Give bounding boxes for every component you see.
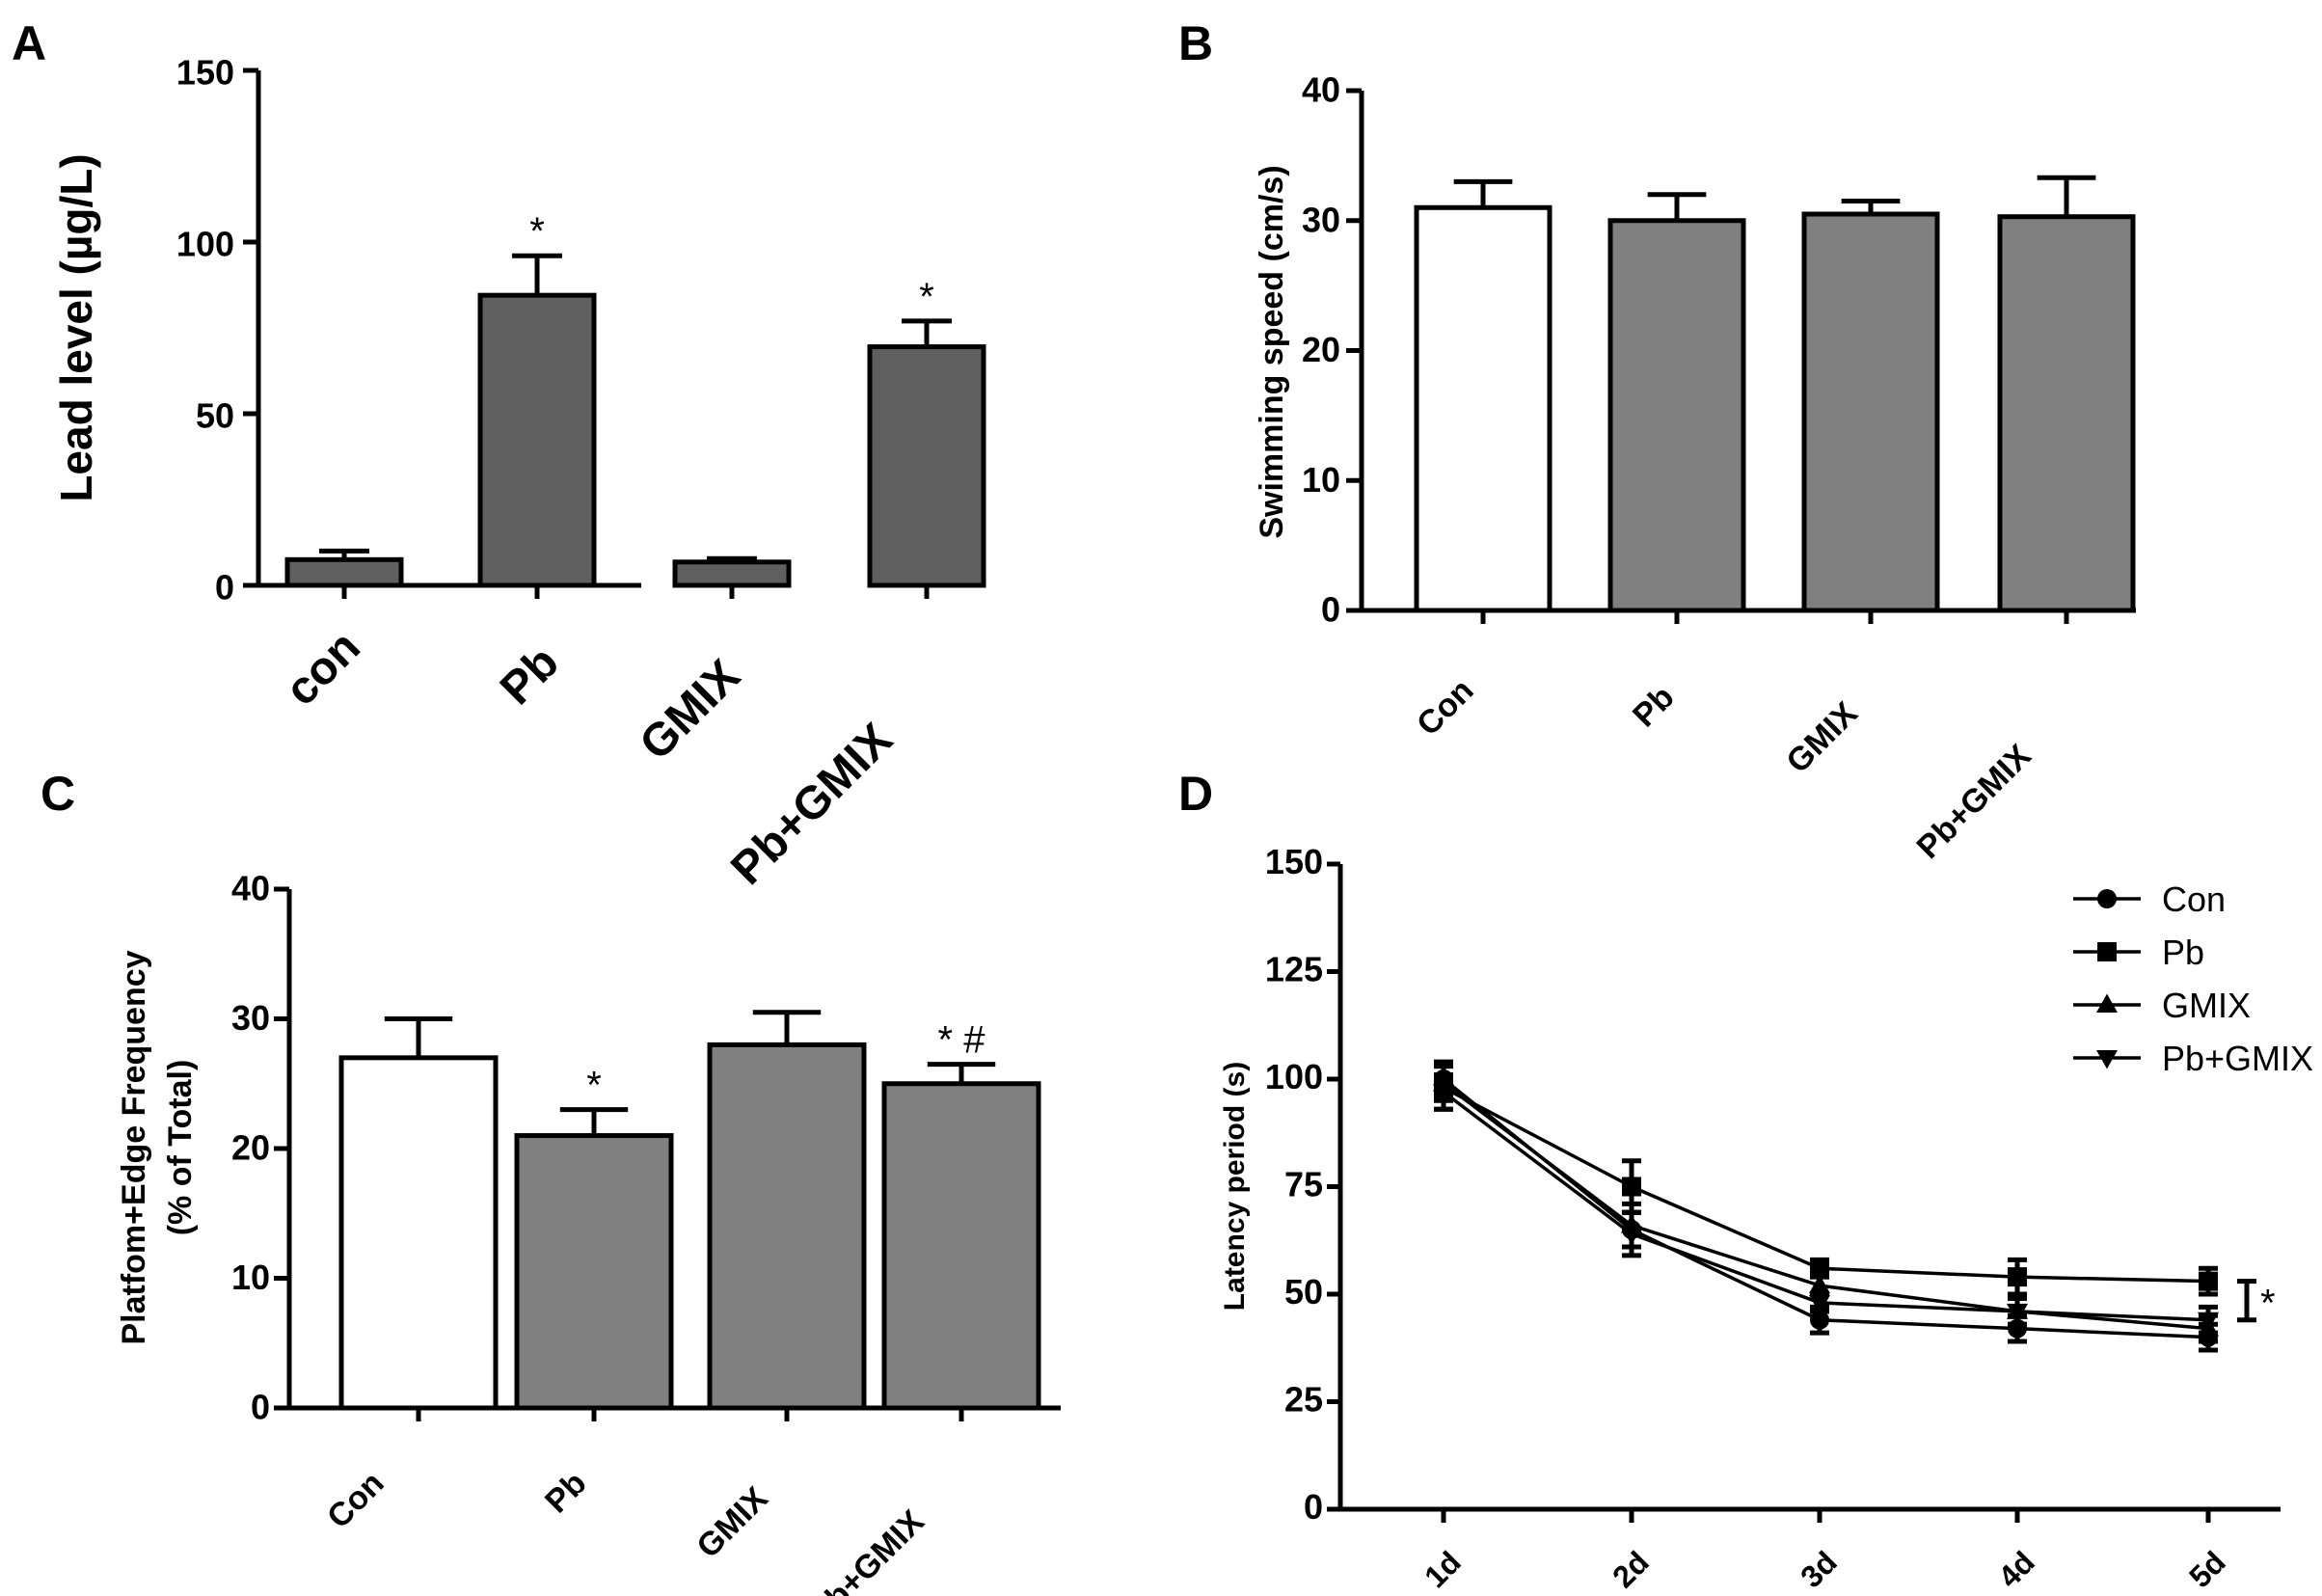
x-tick-label: Pb	[491, 636, 569, 715]
legend-label: Con	[2162, 879, 2226, 919]
data-point-marker	[2198, 1312, 2219, 1332]
legend-item: Pb	[2073, 933, 2204, 972]
x-tick-label: 5d	[2182, 1544, 2232, 1594]
series-con	[1434, 1059, 2218, 1353]
data-point-marker	[1810, 1310, 1829, 1330]
y-tick-label: 25	[1284, 1380, 1323, 1420]
panel-d-latency-period: D 0 25 50 75 100 125 150 Latency period (s) 1d 2d 3…	[1178, 767, 2313, 1594]
legend-marker	[2097, 942, 2117, 961]
y-tick-label: 0	[215, 567, 234, 607]
data-point-marker	[1809, 1274, 1830, 1294]
y-axis-label: Platfom+Edge Frequency	[116, 950, 152, 1344]
x-tick-label: 3d	[1794, 1544, 1844, 1594]
y-tick-label: 100	[176, 224, 234, 263]
legend-marker	[2096, 1050, 2118, 1069]
y-tick-label: 10	[1302, 460, 1340, 500]
y-tick-label: 100	[1265, 1057, 1323, 1096]
data-point-marker	[1621, 1226, 1642, 1246]
y-tick-label: 125	[1265, 950, 1323, 989]
significance-marker: *	[529, 210, 545, 253]
significance-marker: *	[919, 276, 934, 318]
panel-a-lead-level: A 0 50 100 150 Lead level (µg/L) con * Pb GMIX * Pb…	[12, 16, 986, 895]
legend-label: GMIX	[2162, 986, 2251, 1025]
y-tick-label: 10	[231, 1258, 270, 1297]
y-tick-label: 20	[1302, 330, 1340, 369]
x-tick-label: GMIX	[689, 1480, 775, 1566]
bar-con	[284, 556, 404, 588]
bar-pb	[477, 292, 597, 588]
y-tick-label: 50	[1284, 1272, 1323, 1312]
y-tick-label: 0	[1321, 590, 1340, 630]
panel-label: C	[40, 767, 75, 821]
data-point-marker	[2007, 1303, 2028, 1323]
y-tick-label: 0	[1304, 1487, 1323, 1527]
bar-con	[1414, 204, 1552, 613]
data-point-marker	[1810, 1258, 1829, 1279]
bar-gmix	[1801, 211, 1940, 613]
y-tick-label: 40	[231, 869, 270, 908]
y-tick-label: 50	[196, 395, 234, 435]
legend-item: GMIX	[2073, 986, 2251, 1025]
legend-marker	[2096, 993, 2118, 1013]
bar-pb-gmix	[867, 344, 986, 588]
y-tick-label: 150	[1265, 842, 1323, 881]
bar-con	[338, 1055, 499, 1411]
series-gmix	[1433, 1064, 2219, 1344]
x-tick-label: GMIX	[1779, 695, 1865, 781]
y-axis-label: Lead level (µg/L)	[51, 153, 101, 501]
panel-c-platform-edge-frequency: C 0 10 20 30 40 Platfom+Edge Frequency (% of To…	[40, 767, 1061, 1596]
x-tick-label: Pb+GMIX	[1910, 738, 2038, 866]
panel-label: B	[1178, 16, 1213, 70]
x-tick-label: GMIX	[631, 650, 750, 770]
x-tick-label: Con	[320, 1465, 392, 1536]
series-pb-gmix	[1433, 1072, 2219, 1336]
y-tick-label: 30	[231, 998, 270, 1038]
bar-pb	[514, 1133, 674, 1411]
y-axis-label: Swimming speed (cm/s)	[1254, 165, 1290, 538]
significance-marker: *	[586, 1065, 602, 1107]
y-tick-label: 75	[1284, 1165, 1323, 1204]
data-point-marker	[2199, 1271, 2218, 1291]
y-tick-label: 30	[1302, 200, 1340, 239]
y-tick-label: 20	[231, 1128, 270, 1168]
x-tick-label: 4d	[1991, 1544, 2041, 1594]
y-tick-label: 150	[176, 52, 234, 92]
x-tick-label: 2d	[1606, 1544, 1656, 1594]
legend-item: Con	[2073, 879, 2226, 919]
data-point-marker	[1809, 1294, 1830, 1314]
y-tick-label: 40	[1302, 70, 1340, 110]
y-axis-label: Latency period (s)	[1219, 1062, 1251, 1311]
legend-label: Pb	[2162, 933, 2204, 972]
data-point-marker	[1433, 1084, 1454, 1103]
x-tick-label: Pb	[538, 1465, 594, 1521]
bar-pb	[1607, 218, 1746, 613]
legend-marker	[2097, 889, 2117, 908]
bar-pb-gmix	[881, 1081, 1041, 1411]
x-tick-label: 1d	[1418, 1544, 1468, 1594]
x-tick-label: Pb	[1626, 679, 1682, 735]
data-point-marker	[2008, 1267, 2027, 1287]
x-tick-label: Pb+GMIX	[803, 1503, 932, 1596]
legend-item: Pb+GMIX	[2073, 1039, 2313, 1078]
panel-label: D	[1178, 767, 1213, 821]
significance-marker: * #	[938, 1019, 986, 1062]
bar-pb-gmix	[1997, 214, 2136, 613]
data-point-marker	[1622, 1177, 1641, 1197]
panel-label: A	[12, 16, 46, 70]
x-tick-label: Con	[1410, 672, 1481, 744]
bar-gmix	[707, 1041, 867, 1411]
x-tick-label: con	[276, 621, 370, 716]
bar-gmix	[672, 559, 792, 588]
legend-label: Pb+GMIX	[2162, 1039, 2313, 1078]
x-tick-label: Pb+GMIX	[721, 714, 902, 894]
y-tick-label: 0	[251, 1388, 270, 1427]
panel-b-swimming-speed: B 0 10 20 30 40 Swimming speed (cm/s) Con Pb GMIX…	[1178, 16, 2136, 866]
significance-marker: *	[2260, 1283, 2276, 1325]
series-line	[1443, 1086, 2209, 1284]
series-pb	[1434, 1064, 2218, 1297]
y-axis-label-line2: (% of Total)	[162, 1060, 199, 1236]
